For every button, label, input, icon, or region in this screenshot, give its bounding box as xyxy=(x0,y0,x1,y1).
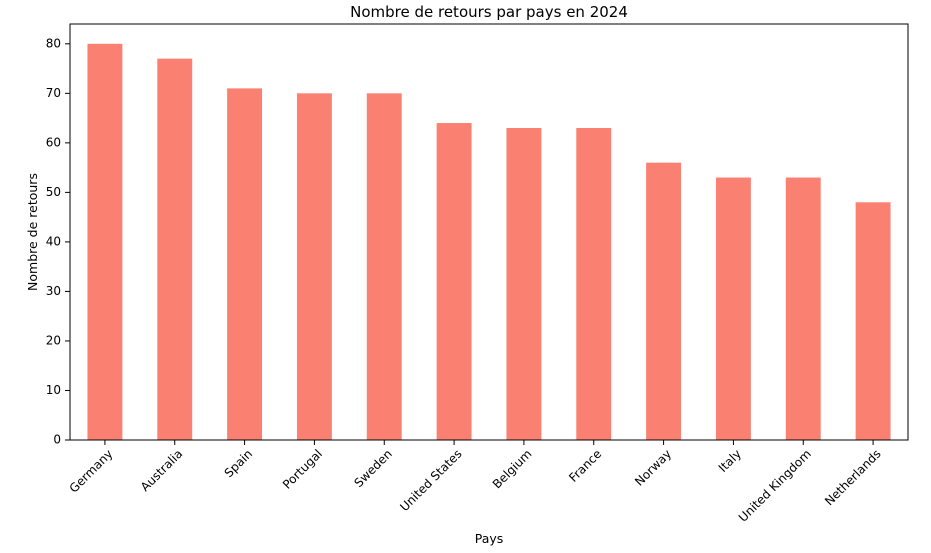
x-tick-label: Netherlands xyxy=(822,447,884,509)
x-tick-label: Sweden xyxy=(351,447,394,490)
x-tick-label: France xyxy=(566,447,604,485)
bar-united-states xyxy=(436,123,472,441)
x-tick-label: Italy xyxy=(716,447,744,475)
bar-italy xyxy=(715,177,751,440)
bar-sweden xyxy=(366,93,402,440)
x-axis-label: Pays xyxy=(475,531,504,546)
y-tick-label: 70 xyxy=(46,86,61,100)
x-tick-label: Australia xyxy=(138,447,185,494)
x-tick-label: United States xyxy=(397,447,464,514)
bar-australia xyxy=(157,58,193,441)
bar-belgium xyxy=(506,128,542,440)
bars xyxy=(87,43,891,441)
y-axis-label: Nombre de retours xyxy=(25,173,40,291)
bar-germany xyxy=(87,43,123,441)
bar-portugal xyxy=(296,93,332,440)
bar-netherlands xyxy=(855,202,891,440)
bar-spain xyxy=(227,88,263,440)
y-tick-label: 80 xyxy=(46,36,61,50)
chart-title: Nombre de retours par pays en 2024 xyxy=(350,3,628,21)
bar-norway xyxy=(646,162,682,440)
bar-france xyxy=(576,128,612,440)
x-tick-label: Norway xyxy=(632,447,674,489)
x-tick-label: United Kingdom xyxy=(736,447,814,525)
y-tick-label: 30 xyxy=(46,284,61,298)
y-tick-label: 60 xyxy=(46,135,61,149)
x-tick-label: Belgium xyxy=(490,447,535,492)
x-tick-label: Portugal xyxy=(280,447,325,492)
y-axis: 0 10 20 30 40 50 60 70 80 xyxy=(46,36,70,447)
y-tick-label: 40 xyxy=(46,234,61,248)
x-tick-label: Spain xyxy=(222,447,256,481)
bar-united-kingdom xyxy=(785,177,821,440)
y-tick-label: 50 xyxy=(46,185,61,199)
y-tick-label: 0 xyxy=(53,433,61,447)
x-axis: Germany Australia Spain Portugal Sweden Unite… xyxy=(67,440,884,525)
y-tick-label: 10 xyxy=(46,383,61,397)
plot-frame xyxy=(69,23,909,441)
y-tick-label: 20 xyxy=(46,333,61,347)
x-tick-label: Germany xyxy=(67,447,116,496)
